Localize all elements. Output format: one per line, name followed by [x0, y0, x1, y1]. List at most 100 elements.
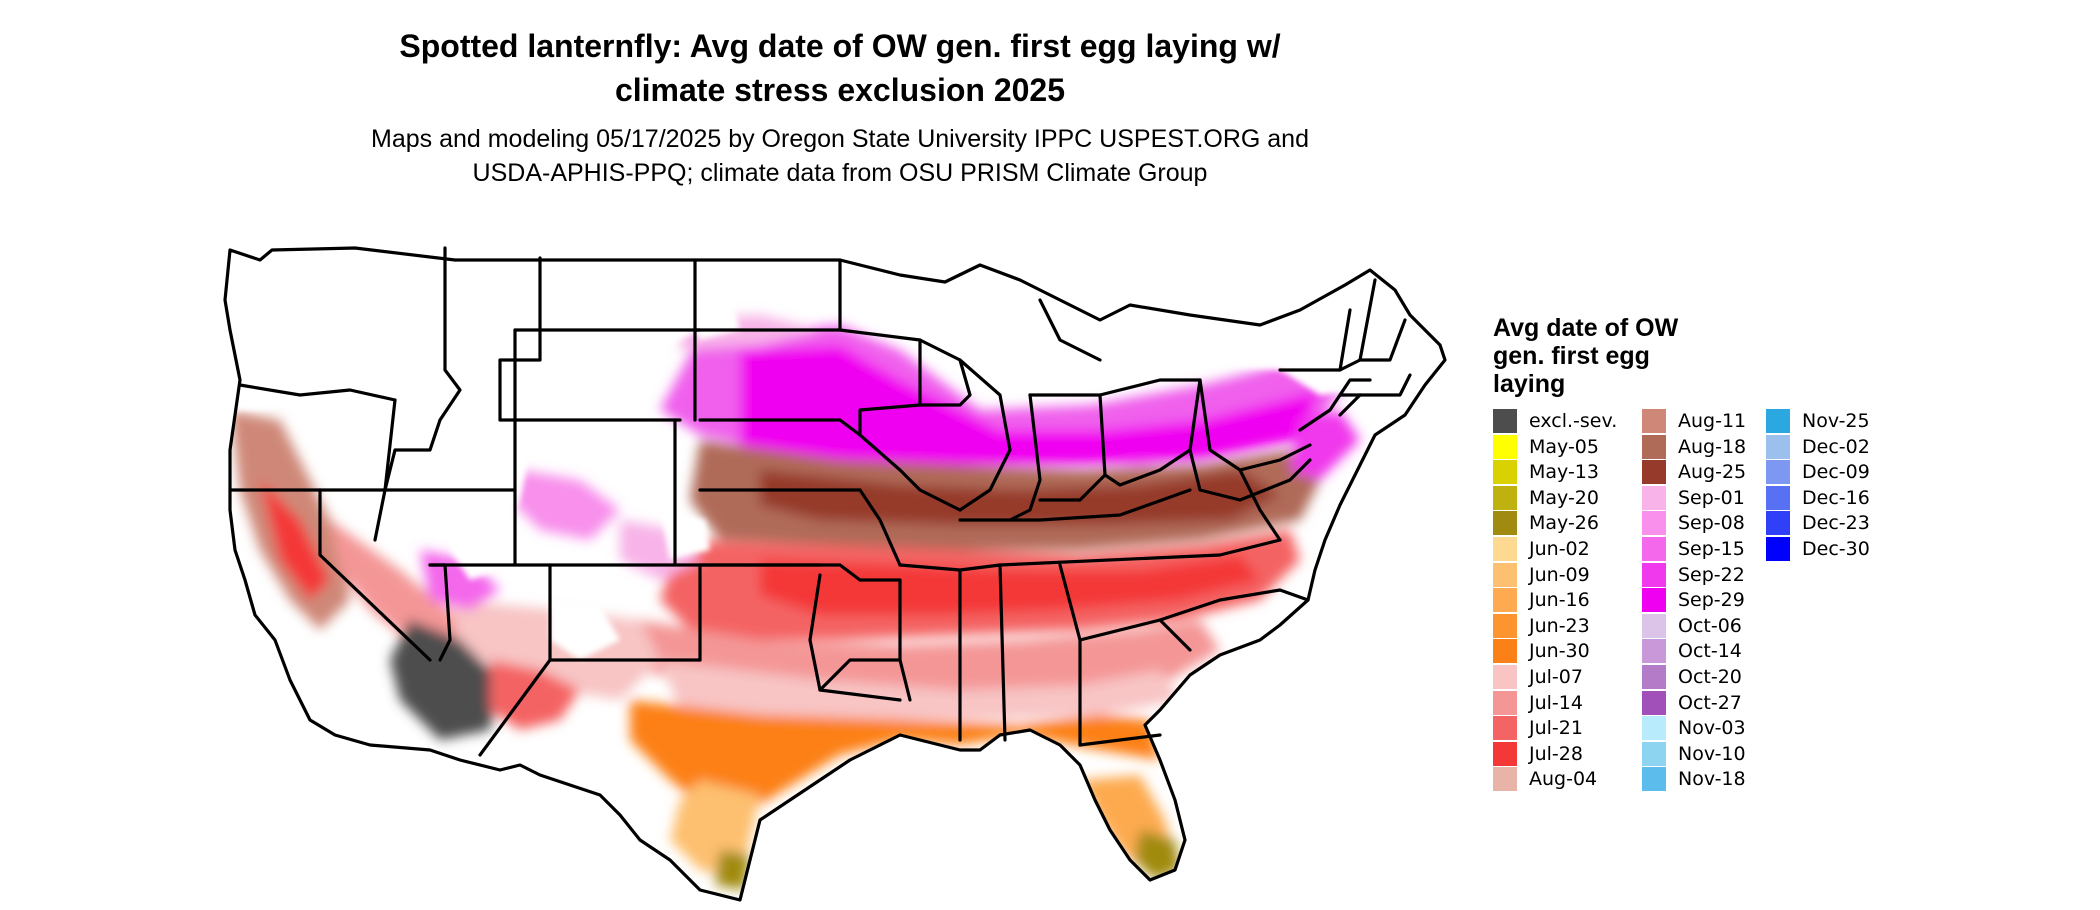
legend-swatch [1493, 716, 1517, 741]
legend-item: Sep-08 [1642, 511, 1792, 536]
map-title-line-2: climate stress exclusion 2025 [614, 72, 1066, 108]
legend-swatch [1493, 485, 1517, 510]
legend-item: Dec-16 [1766, 485, 1916, 510]
legend-item: May-20 [1493, 485, 1643, 510]
legend-item: May-13 [1493, 460, 1643, 485]
legend-swatch [1642, 460, 1666, 485]
us-map [223, 246, 1447, 902]
legend-label: Jun-02 [1529, 538, 1590, 560]
legend-item: Aug-18 [1642, 434, 1792, 459]
legend-label: Dec-16 [1802, 486, 1870, 509]
map-title: Spotted lanternfly: Avg date of OW gen. … [0, 24, 1680, 112]
legend-item: Jun-23 [1493, 613, 1643, 638]
legend-swatch [1493, 690, 1517, 715]
legend-item: Jul-07 [1493, 665, 1643, 689]
legend-swatch [1766, 409, 1790, 433]
legend-label: Sep-01 [1678, 486, 1745, 509]
legend-label: Nov-25 [1802, 410, 1870, 432]
legend-item: Jun-30 [1493, 639, 1643, 664]
legend-swatch [1642, 613, 1666, 638]
legend-item: Sep-01 [1642, 485, 1792, 510]
legend-item: Jun-16 [1493, 588, 1643, 613]
legend-item: Oct-14 [1642, 639, 1792, 664]
legend-label: Nov-18 [1678, 768, 1746, 791]
legend-title-line-2: gen. first egg [1493, 342, 1650, 370]
legend-label: Aug-25 [1678, 461, 1747, 484]
map-subtitle: Maps and modeling 05/17/2025 by Oregon S… [0, 122, 1680, 190]
legend-swatch [1766, 537, 1790, 561]
legend-label: May-20 [1529, 486, 1599, 509]
legend-label: Sep-22 [1678, 563, 1745, 586]
legend-swatch [1642, 767, 1666, 792]
legend-item: excl.-sev. [1493, 409, 1643, 433]
map-title-line-1: Spotted lanternfly: Avg date of OW gen. … [399, 28, 1281, 64]
legend-swatch [1493, 562, 1517, 587]
legend-label: Sep-29 [1678, 589, 1745, 612]
legend-item: Jul-28 [1493, 741, 1643, 766]
legend-item: Jun-09 [1493, 562, 1643, 587]
legend-swatch [1766, 434, 1790, 459]
legend-swatch [1766, 485, 1790, 510]
legend-swatch [1493, 588, 1517, 613]
legend-label: Sep-08 [1678, 512, 1745, 535]
legend-swatch [1642, 537, 1666, 561]
legend-title-line-1: Avg date of OW [1493, 314, 1679, 342]
legend-item: Nov-25 [1766, 409, 1916, 433]
climate-zones [230, 250, 1445, 890]
legend-item: Sep-29 [1642, 588, 1792, 613]
legend-swatch [1493, 767, 1517, 792]
legend-swatch [1493, 409, 1517, 433]
legend-label: Nov-10 [1678, 742, 1746, 765]
legend-label: Dec-02 [1802, 435, 1870, 458]
legend-swatch [1642, 665, 1666, 689]
legend-swatch [1642, 434, 1666, 459]
legend-swatch [1766, 511, 1790, 536]
legend-item: Sep-22 [1642, 562, 1792, 587]
legend-label: excl.-sev. [1529, 410, 1618, 432]
legend-swatch [1493, 434, 1517, 459]
legend-item: Jul-21 [1493, 716, 1643, 741]
legend-label: Dec-09 [1802, 461, 1870, 484]
legend-item: Sep-15 [1642, 537, 1792, 561]
legend-item: Aug-04 [1493, 767, 1643, 792]
legend-item: Nov-18 [1642, 767, 1792, 792]
legend-label: Jul-14 [1529, 691, 1583, 714]
legend-swatch [1642, 485, 1666, 510]
legend-item: Dec-23 [1766, 511, 1916, 536]
map-subtitle-line-1: Maps and modeling 05/17/2025 by Oregon S… [371, 125, 1309, 153]
legend-item: Aug-11 [1642, 409, 1792, 433]
legend-item: May-05 [1493, 434, 1643, 459]
state-boundaries [223, 246, 1447, 902]
legend-label: May-05 [1529, 435, 1599, 458]
legend-label: Jun-09 [1529, 563, 1590, 586]
legend-swatch [1493, 613, 1517, 638]
legend-label: Jul-28 [1529, 742, 1583, 765]
legend-label: May-26 [1529, 512, 1599, 535]
legend-label: Oct-14 [1678, 640, 1742, 663]
legend-label: Nov-03 [1678, 717, 1746, 740]
legend-label: Oct-27 [1678, 691, 1742, 714]
legend-item: May-26 [1493, 511, 1643, 536]
legend-item: Aug-25 [1642, 460, 1792, 485]
legend-label: Dec-23 [1802, 512, 1870, 535]
legend-swatch [1766, 460, 1790, 485]
legend-item: Nov-03 [1642, 716, 1792, 741]
legend-label: Jun-23 [1529, 614, 1590, 637]
legend-swatch [1642, 690, 1666, 715]
legend-swatch [1493, 537, 1517, 561]
legend-item: Oct-20 [1642, 665, 1792, 689]
legend-item: Nov-10 [1642, 741, 1792, 766]
legend-swatch [1642, 588, 1666, 613]
legend-item: Jul-14 [1493, 690, 1643, 715]
legend-label: Sep-15 [1678, 538, 1745, 560]
legend-swatch [1493, 639, 1517, 664]
legend-label: Dec-30 [1802, 538, 1870, 560]
legend-swatch [1642, 562, 1666, 587]
legend-swatch [1493, 665, 1517, 689]
legend-swatch [1642, 716, 1666, 741]
legend-item: Jun-02 [1493, 537, 1643, 561]
legend-swatch [1493, 741, 1517, 766]
legend-label: Aug-18 [1678, 435, 1747, 458]
map-subtitle-line-2: USDA-APHIS-PPQ; climate data from OSU PR… [472, 159, 1208, 187]
legend-label: Jul-07 [1529, 666, 1583, 688]
